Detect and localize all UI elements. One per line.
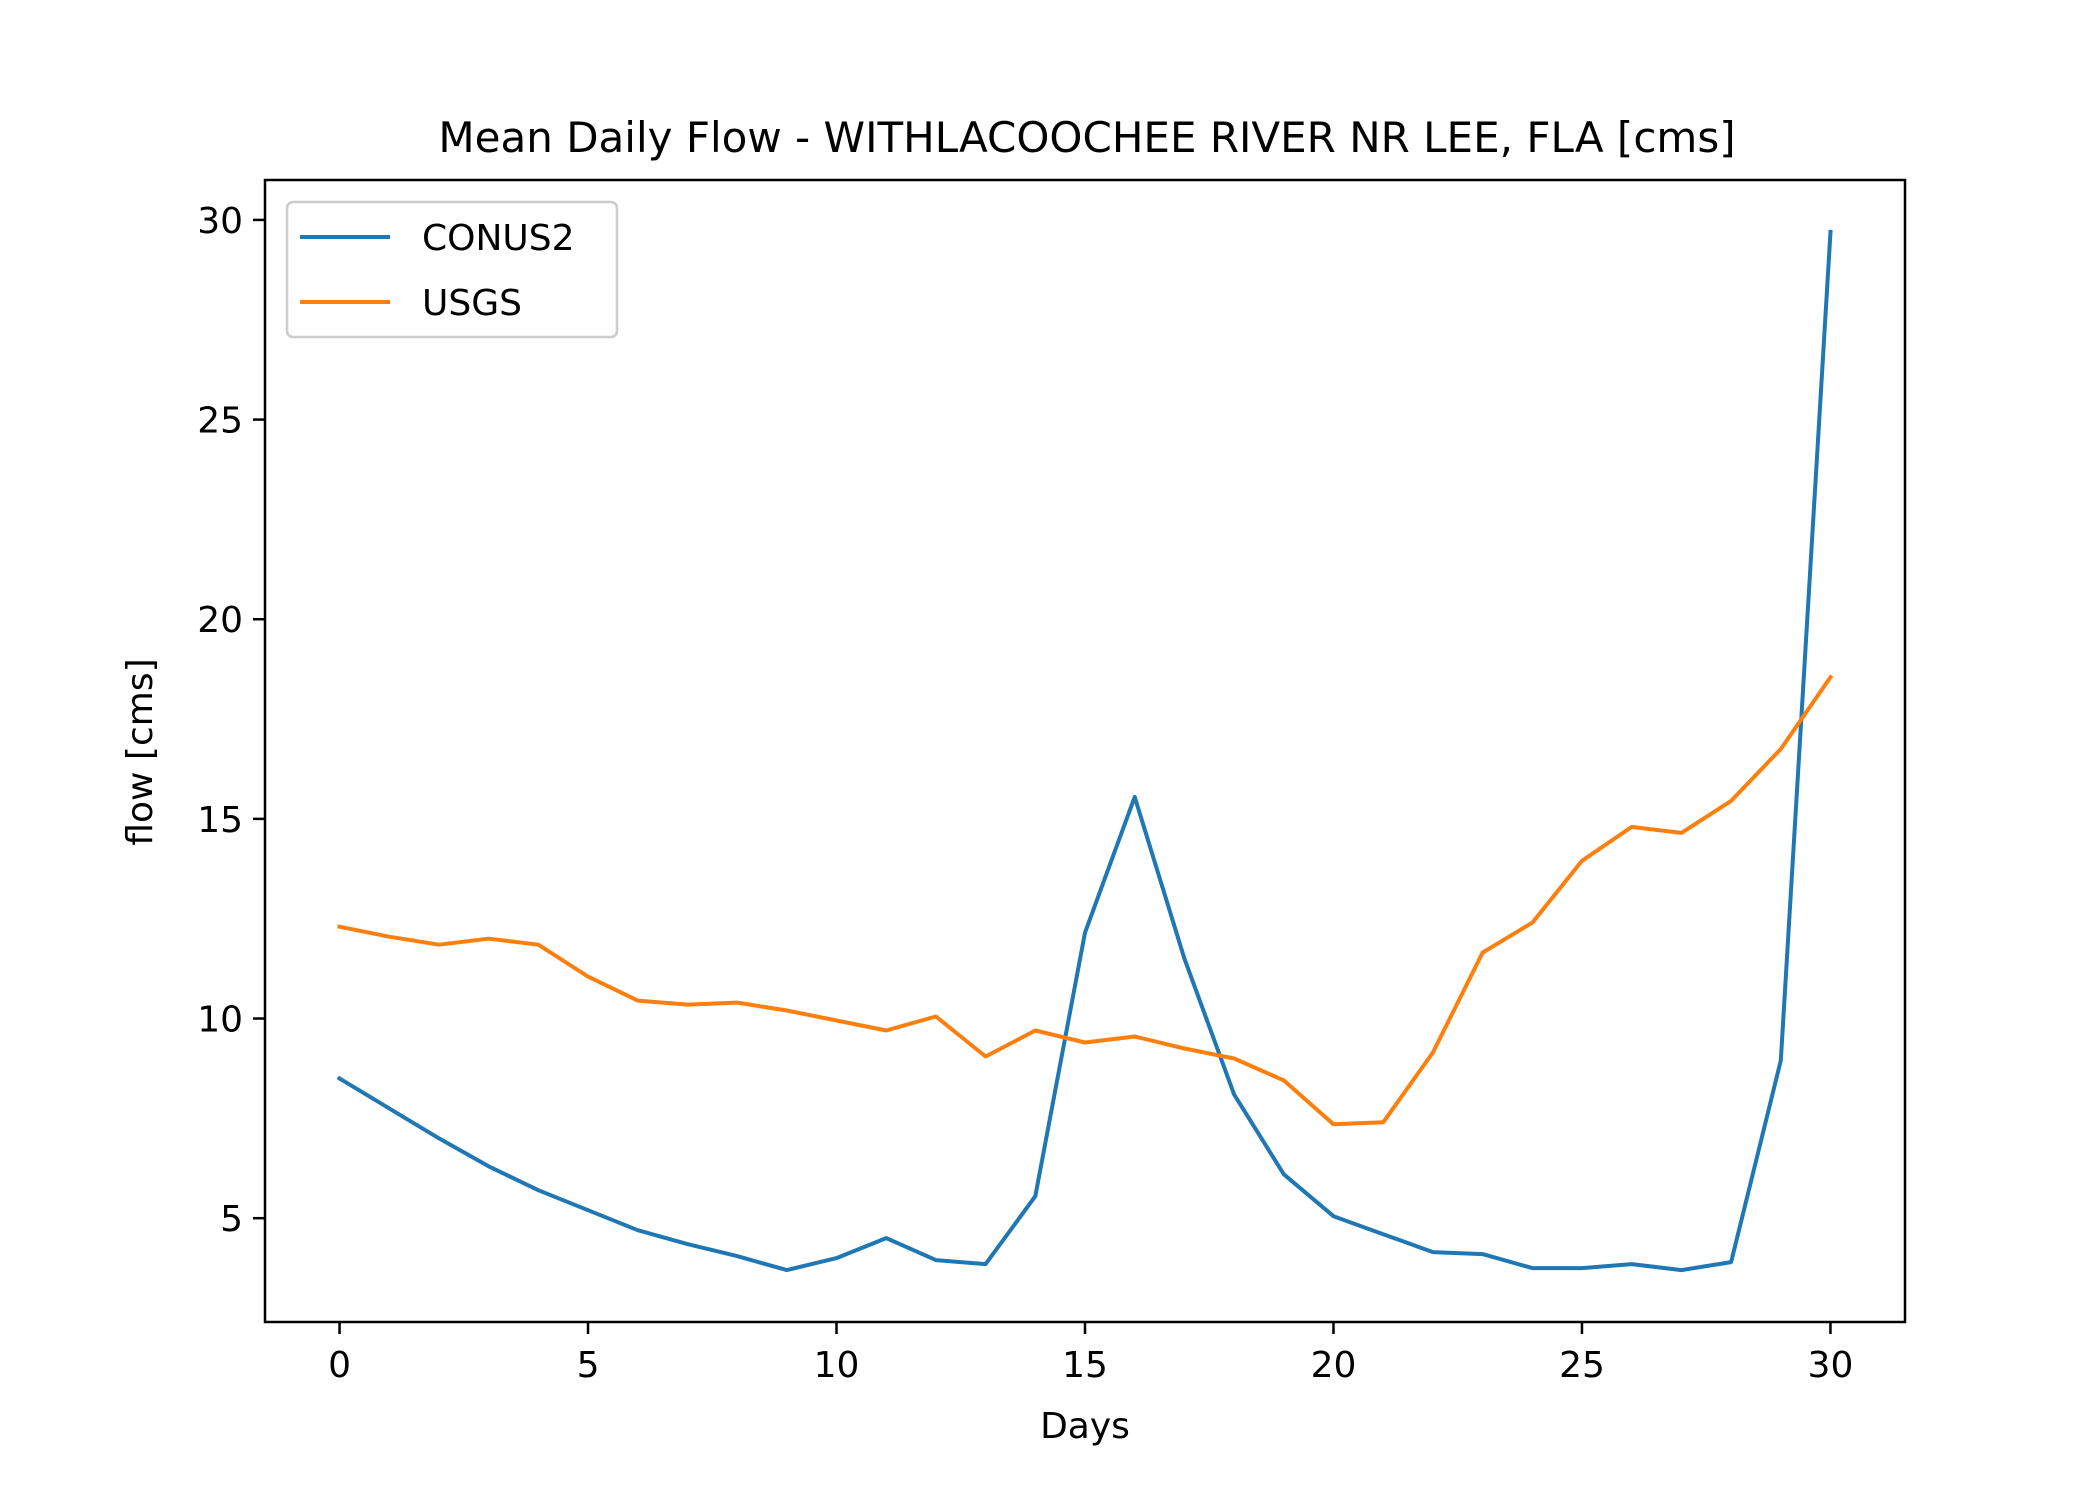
y-axis: 5 10 15 20 25 30 bbox=[197, 201, 265, 1240]
y-tick-label: 15 bbox=[197, 800, 243, 841]
x-tick-label: 5 bbox=[577, 1345, 600, 1386]
y-tick-label: 20 bbox=[197, 600, 243, 641]
x-tick-label: 15 bbox=[1062, 1345, 1108, 1386]
series-line-usgs bbox=[337, 674, 1834, 1127]
series-line-conus2 bbox=[336, 229, 1833, 1273]
legend-label: CONUS2 bbox=[422, 218, 575, 259]
y-tick-label: 10 bbox=[197, 1000, 243, 1041]
y-tick-label: 25 bbox=[197, 401, 243, 442]
plot-area bbox=[336, 229, 1834, 1273]
axes-frame bbox=[263, 178, 1907, 1324]
x-tick-label: 20 bbox=[1311, 1345, 1357, 1386]
x-tick-label: 25 bbox=[1559, 1345, 1605, 1386]
legend-label: USGS bbox=[422, 283, 522, 324]
y-tick-label: 5 bbox=[220, 1199, 243, 1240]
y-axis-label: flow [cms] bbox=[120, 658, 161, 845]
legend: CONUS2 USGS bbox=[285, 200, 619, 339]
x-axis: 0 5 10 15 20 25 30 bbox=[328, 1322, 1853, 1386]
x-tick-label: 10 bbox=[814, 1345, 860, 1386]
x-axis-label: Days bbox=[1040, 1406, 1130, 1447]
chart-title: Mean Daily Flow - WITHLACOOCHEE RIVER NR… bbox=[438, 113, 1735, 162]
x-tick-label: 30 bbox=[1808, 1345, 1854, 1386]
x-tick-label: 0 bbox=[328, 1345, 351, 1386]
y-tick-label: 30 bbox=[197, 201, 243, 242]
